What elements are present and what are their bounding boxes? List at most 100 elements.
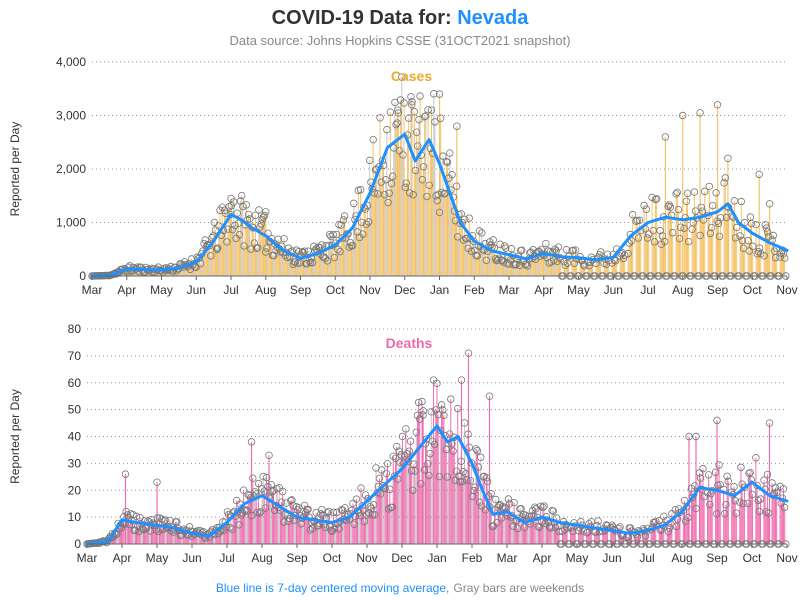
daily-bar (659, 230, 661, 276)
daily-bar (747, 240, 749, 276)
daily-marker (470, 486, 478, 495)
daily-bar (240, 514, 242, 544)
daily-marker (239, 486, 248, 494)
daily-bar (556, 261, 558, 276)
daily-marker (402, 179, 411, 187)
daily-marker (435, 90, 444, 98)
daily-bar (488, 496, 490, 544)
daily-bar (717, 485, 719, 544)
daily-bar (472, 496, 474, 544)
daily-bar (647, 237, 649, 276)
daily-marker (684, 237, 693, 246)
daily-marker (765, 419, 774, 427)
x-tick-label: Aug (255, 283, 276, 297)
daily-marker (546, 523, 554, 531)
daily-bar (535, 259, 537, 276)
daily-bar (707, 492, 709, 544)
daily-marker (618, 249, 627, 257)
daily-bar (294, 261, 296, 276)
daily-marker (700, 187, 709, 196)
daily-bar (225, 526, 227, 544)
daily-bar (297, 510, 299, 544)
daily-marker (387, 179, 396, 188)
daily-bar (628, 243, 630, 276)
daily-bar (266, 248, 268, 276)
daily-bar (272, 255, 274, 276)
daily-bar (458, 476, 460, 544)
daily-marker (673, 188, 681, 197)
daily-bar (718, 464, 720, 544)
daily-bar (668, 204, 670, 276)
daily-bar (313, 246, 315, 276)
daily-marker (435, 208, 444, 217)
daily-bar (572, 531, 574, 544)
moving-average-line (90, 132, 789, 278)
daily-bar (339, 521, 341, 544)
daily-bar (412, 490, 414, 544)
daily-bar (465, 473, 467, 544)
daily-bar (332, 234, 334, 276)
daily-marker (465, 443, 473, 452)
daily-bar (334, 243, 336, 276)
daily-bar (261, 219, 263, 276)
daily-marker (240, 242, 248, 250)
daily-bar (719, 236, 721, 276)
daily-bar (257, 247, 259, 276)
daily-bar (454, 480, 456, 544)
daily-bar (784, 507, 786, 544)
daily-bar (215, 530, 217, 544)
daily-marker (456, 477, 464, 486)
daily-marker (207, 252, 215, 260)
daily-bar (514, 264, 516, 276)
daily-marker (413, 411, 422, 420)
daily-marker (706, 229, 715, 238)
daily-bar (349, 519, 350, 544)
daily-bar (400, 99, 402, 276)
daily-marker (730, 482, 738, 491)
daily-marker (650, 518, 659, 527)
daily-bar (238, 234, 240, 276)
daily-bar (382, 485, 384, 544)
daily-bar (545, 516, 547, 544)
daily-bar (381, 160, 383, 276)
daily-bar (427, 463, 429, 544)
daily-bar (423, 469, 425, 544)
daily-bar (323, 257, 325, 276)
daily-marker (404, 114, 413, 122)
daily-marker (383, 125, 391, 134)
daily-bar (518, 518, 520, 544)
daily-bar (732, 494, 734, 544)
daily-bar (255, 493, 257, 544)
daily-marker (482, 474, 491, 482)
daily-bar (451, 443, 453, 544)
x-tick-label: May (566, 551, 589, 565)
daily-marker (650, 238, 659, 246)
daily-marker (579, 261, 588, 269)
daily-marker (280, 235, 288, 243)
daily-bar (606, 525, 608, 544)
daily-marker (132, 512, 141, 521)
daily-marker (306, 526, 315, 534)
daily-bar (679, 512, 681, 544)
daily-marker (249, 474, 257, 482)
daily-bar (138, 531, 140, 544)
daily-marker (474, 463, 483, 471)
daily-marker (540, 502, 548, 510)
daily-bar (506, 263, 508, 276)
daily-marker (661, 133, 670, 141)
daily-bar (395, 458, 397, 544)
daily-bar (308, 260, 310, 276)
daily-marker (246, 215, 254, 223)
daily-bar (273, 490, 275, 544)
daily-bar (339, 251, 341, 276)
daily-bar (346, 233, 348, 276)
daily-bar (477, 246, 479, 276)
daily-bar (684, 217, 686, 276)
daily-bar (254, 491, 256, 544)
daily-bar (359, 515, 361, 544)
daily-bar (507, 498, 509, 544)
daily-marker (350, 199, 358, 208)
daily-bar (627, 253, 629, 276)
daily-marker (465, 214, 473, 222)
daily-bar (635, 534, 637, 544)
